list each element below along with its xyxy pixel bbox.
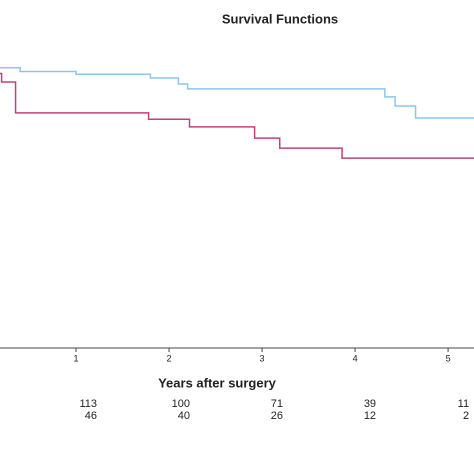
- risk-count: 113: [79, 398, 97, 410]
- survival-curve: [0, 66, 474, 119]
- risk-count: 71: [271, 398, 283, 410]
- risk-count: 11: [458, 398, 469, 410]
- risk-count: 46: [85, 410, 97, 422]
- risk-count: 100: [172, 398, 190, 410]
- risk-count: 26: [271, 410, 283, 422]
- risk-count: 39: [364, 398, 376, 410]
- chart-title: Survival Functions: [222, 11, 338, 26]
- risk-count: 40: [178, 410, 190, 422]
- x-tick-label: 1: [74, 353, 79, 363]
- survival-curve: [0, 72, 474, 159]
- x-tick-label: 5: [446, 353, 451, 363]
- x-tick-label: 4: [353, 353, 358, 363]
- x-tick-label: 3: [260, 353, 265, 363]
- x-axis-label: Years after surgery: [158, 375, 277, 390]
- risk-count: 12: [364, 410, 376, 422]
- risk-count: 2: [463, 410, 469, 422]
- x-tick-label: 2: [167, 353, 172, 363]
